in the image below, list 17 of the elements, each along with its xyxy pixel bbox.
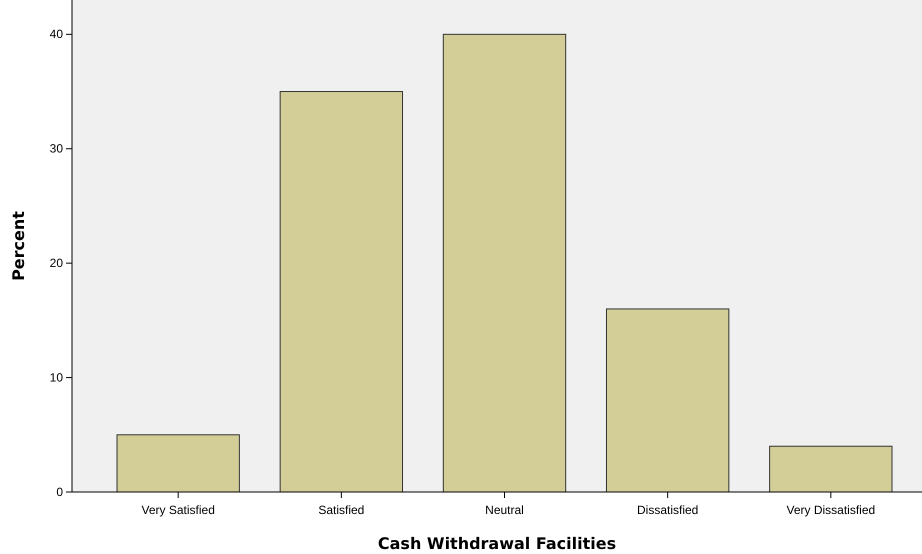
x-tick-label: Satisfied [318, 503, 364, 518]
x-tick-label: Very Dissatisfied [786, 503, 876, 518]
x-tick-label: Very Satisfied [141, 503, 215, 518]
bar [280, 91, 404, 492]
x-tick-label: Dissatisfied [636, 503, 698, 518]
y-tick-label: 10 [50, 370, 64, 384]
x-tick-label: Neutral [485, 503, 524, 518]
y-tick-label: 0 [56, 484, 64, 499]
bar [606, 308, 730, 492]
y-axis-title: Percent [9, 210, 28, 281]
y-tick-label: 40 [50, 27, 64, 42]
bar [116, 434, 240, 492]
bar [442, 34, 566, 492]
y-tick-label: 20 [50, 256, 64, 270]
x-axis-title: Cash Withdrawal Facilities [378, 534, 616, 553]
bar [769, 446, 892, 492]
y-tick-label: 30 [50, 142, 64, 156]
